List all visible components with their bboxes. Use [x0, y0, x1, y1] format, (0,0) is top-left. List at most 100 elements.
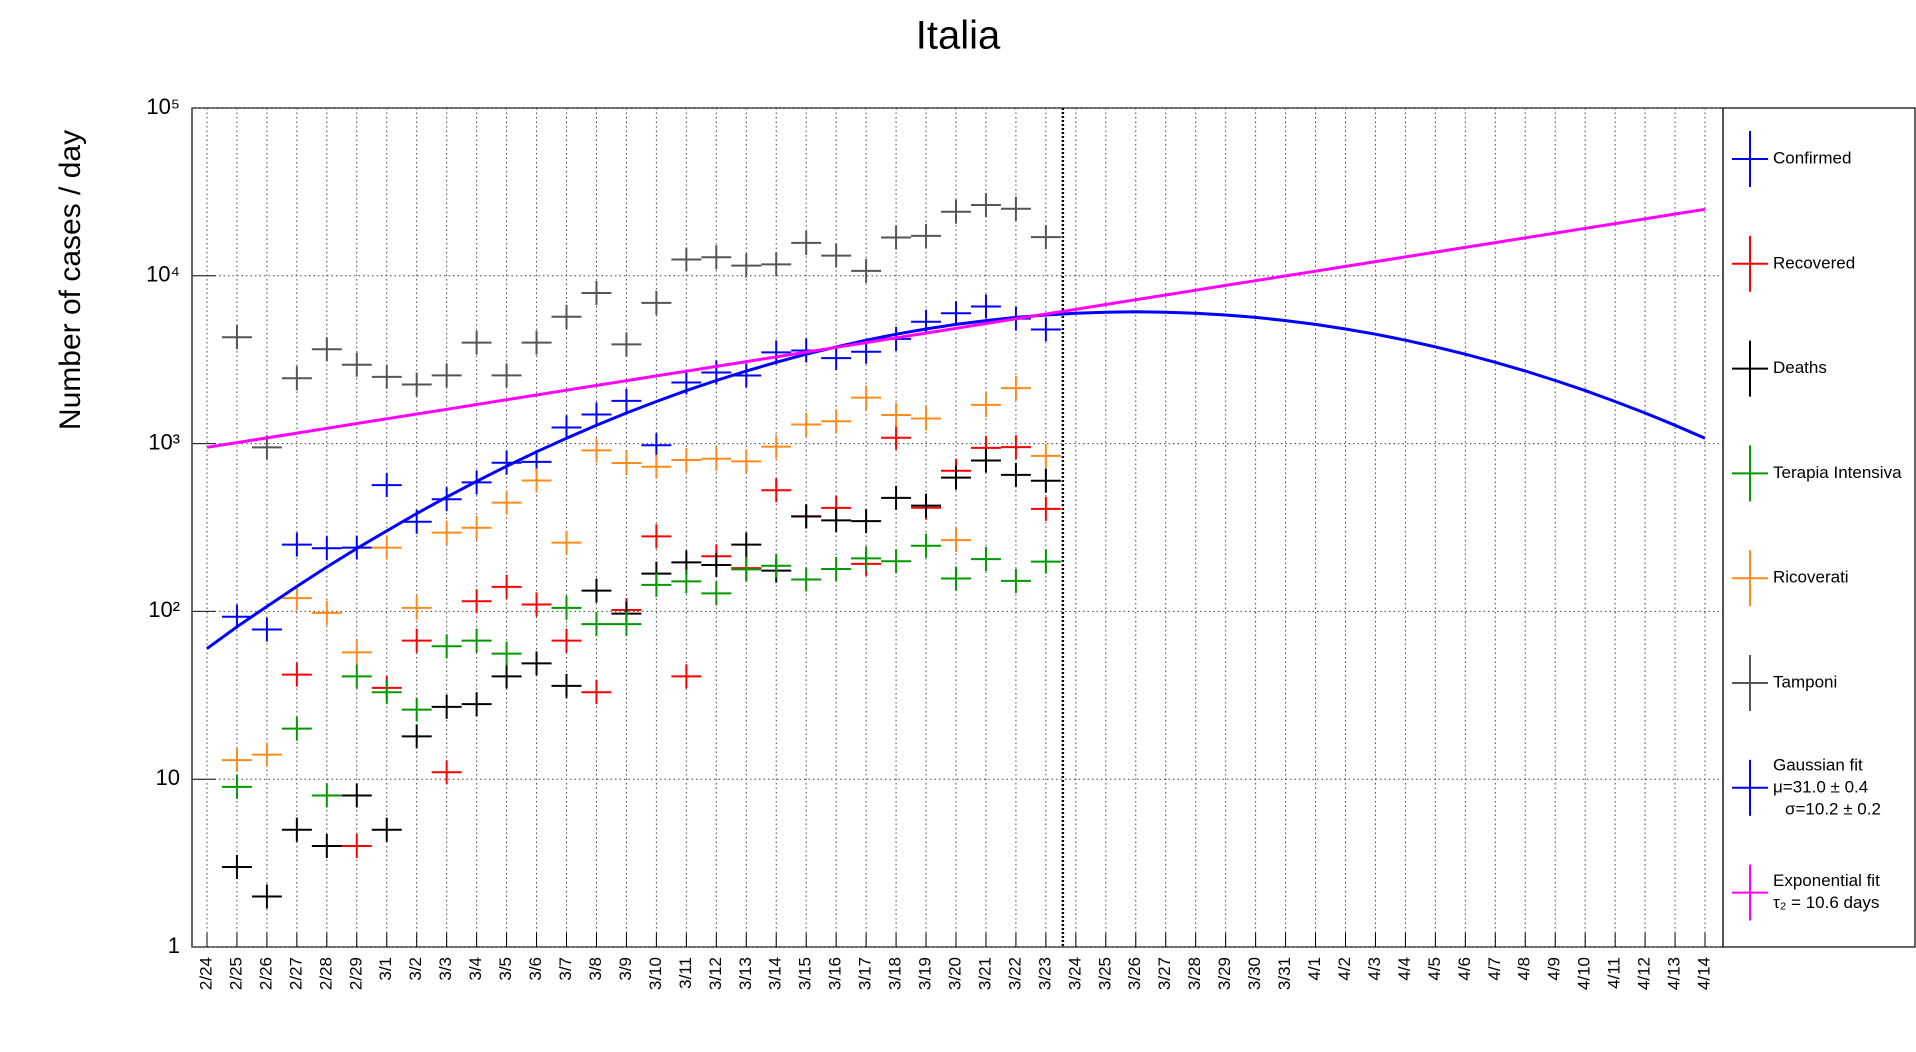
x-tick-label: 3/5	[496, 957, 515, 981]
data-point	[1000, 376, 1031, 401]
y-axis-title: Number of cases / day	[54, 130, 87, 430]
x-tick-label: 3/18	[886, 957, 905, 990]
data-point	[341, 783, 372, 808]
data-point	[671, 664, 702, 689]
x-tick-label: 4/14	[1695, 957, 1714, 990]
x-tick-label: 2/26	[256, 957, 275, 990]
x-tick-label: 3/4	[466, 957, 485, 981]
data-point	[881, 425, 912, 450]
data-point	[221, 325, 252, 350]
data-point	[791, 567, 822, 592]
legend-label: τ₂ = 10.6 days	[1773, 893, 1879, 912]
data-point	[581, 612, 612, 637]
data-point	[791, 412, 822, 437]
data-point	[371, 364, 402, 389]
x-tick-label: 3/23	[1035, 957, 1054, 990]
x-tick-label: 3/28	[1185, 957, 1204, 990]
data-point	[1000, 196, 1031, 221]
data-point	[821, 346, 852, 371]
data-point	[701, 581, 732, 606]
legend-label: Terapia Intensiva	[1773, 463, 1902, 482]
x-tick-label: 3/24	[1065, 957, 1084, 990]
data-point	[431, 487, 462, 512]
data-point	[641, 454, 672, 479]
legend-label: Deaths	[1773, 358, 1827, 377]
data-point	[401, 595, 432, 620]
y-tick-label: 10²	[148, 597, 180, 622]
x-tick-label: 3/13	[736, 957, 755, 990]
data-point	[281, 366, 312, 391]
x-tick-label: 3/14	[766, 957, 785, 990]
data-point	[311, 600, 342, 625]
data-point	[551, 530, 582, 555]
x-tick-label: 2/29	[346, 957, 365, 990]
legend-box	[1722, 107, 1916, 948]
data-point	[761, 434, 792, 459]
data-point	[251, 617, 282, 642]
data-point	[851, 546, 882, 571]
data-point	[881, 549, 912, 574]
data-point	[881, 485, 912, 510]
data-point	[611, 451, 642, 476]
x-tick-label: 4/6	[1455, 957, 1474, 981]
x-tick-label: 4/4	[1395, 957, 1414, 981]
y-tick-label: 10³	[148, 429, 180, 454]
data-point	[491, 363, 522, 388]
data-point	[461, 589, 492, 614]
x-tick-label: 3/12	[706, 957, 725, 990]
x-tick-label: 3/3	[436, 957, 455, 981]
data-point	[491, 664, 522, 689]
y-tick-label: 10⁴	[146, 262, 180, 287]
legend-label: Tamponi	[1773, 672, 1837, 691]
data-point	[641, 290, 672, 315]
data-point	[911, 493, 942, 518]
data-point	[221, 604, 252, 629]
data-point	[881, 225, 912, 250]
data-point	[701, 245, 732, 270]
data-point	[641, 524, 672, 549]
data-point	[281, 662, 312, 687]
data-point	[1030, 468, 1061, 493]
x-tick-label: 4/13	[1665, 957, 1684, 990]
data-point	[251, 884, 282, 909]
data-point	[731, 557, 762, 582]
data-point	[461, 692, 492, 717]
legend-label: Recovered	[1773, 253, 1855, 272]
data-point	[281, 532, 312, 557]
x-tick-label: 3/9	[616, 957, 635, 981]
data-point	[941, 301, 971, 326]
data-point	[581, 578, 612, 603]
x-tick-label: 3/29	[1215, 957, 1234, 990]
legend-label: μ=31.0 ± 0.4	[1773, 777, 1868, 796]
data-point	[461, 515, 492, 540]
x-tick-label: 4/12	[1635, 957, 1654, 990]
x-tick-label: 4/3	[1365, 957, 1384, 981]
data-point	[1030, 317, 1061, 342]
fit-line	[206, 310, 1706, 650]
data-point	[970, 193, 1001, 218]
x-tick-label: 4/10	[1575, 957, 1594, 990]
data-point	[401, 372, 432, 397]
data-point	[821, 409, 852, 434]
data-point	[671, 247, 702, 272]
x-tick-label: 2/28	[316, 957, 335, 990]
data-point	[281, 716, 312, 741]
data-point	[761, 340, 792, 365]
data-point	[521, 468, 552, 493]
data-point	[851, 509, 882, 534]
data-point	[341, 833, 372, 858]
x-tick-label: 3/1	[376, 957, 395, 981]
x-tick-label: 3/30	[1245, 957, 1264, 990]
data-point	[671, 448, 702, 473]
legend-label: σ=10.2 ± 0.2	[1785, 799, 1881, 818]
data-point	[581, 438, 612, 463]
data-point	[1030, 443, 1061, 468]
data-point	[551, 673, 582, 698]
data-point	[311, 783, 342, 808]
x-tick-label: 3/22	[1005, 957, 1024, 990]
data-point	[431, 634, 462, 659]
data-point	[311, 536, 342, 561]
data-point	[281, 817, 312, 842]
x-tick-label: 4/9	[1545, 957, 1564, 981]
